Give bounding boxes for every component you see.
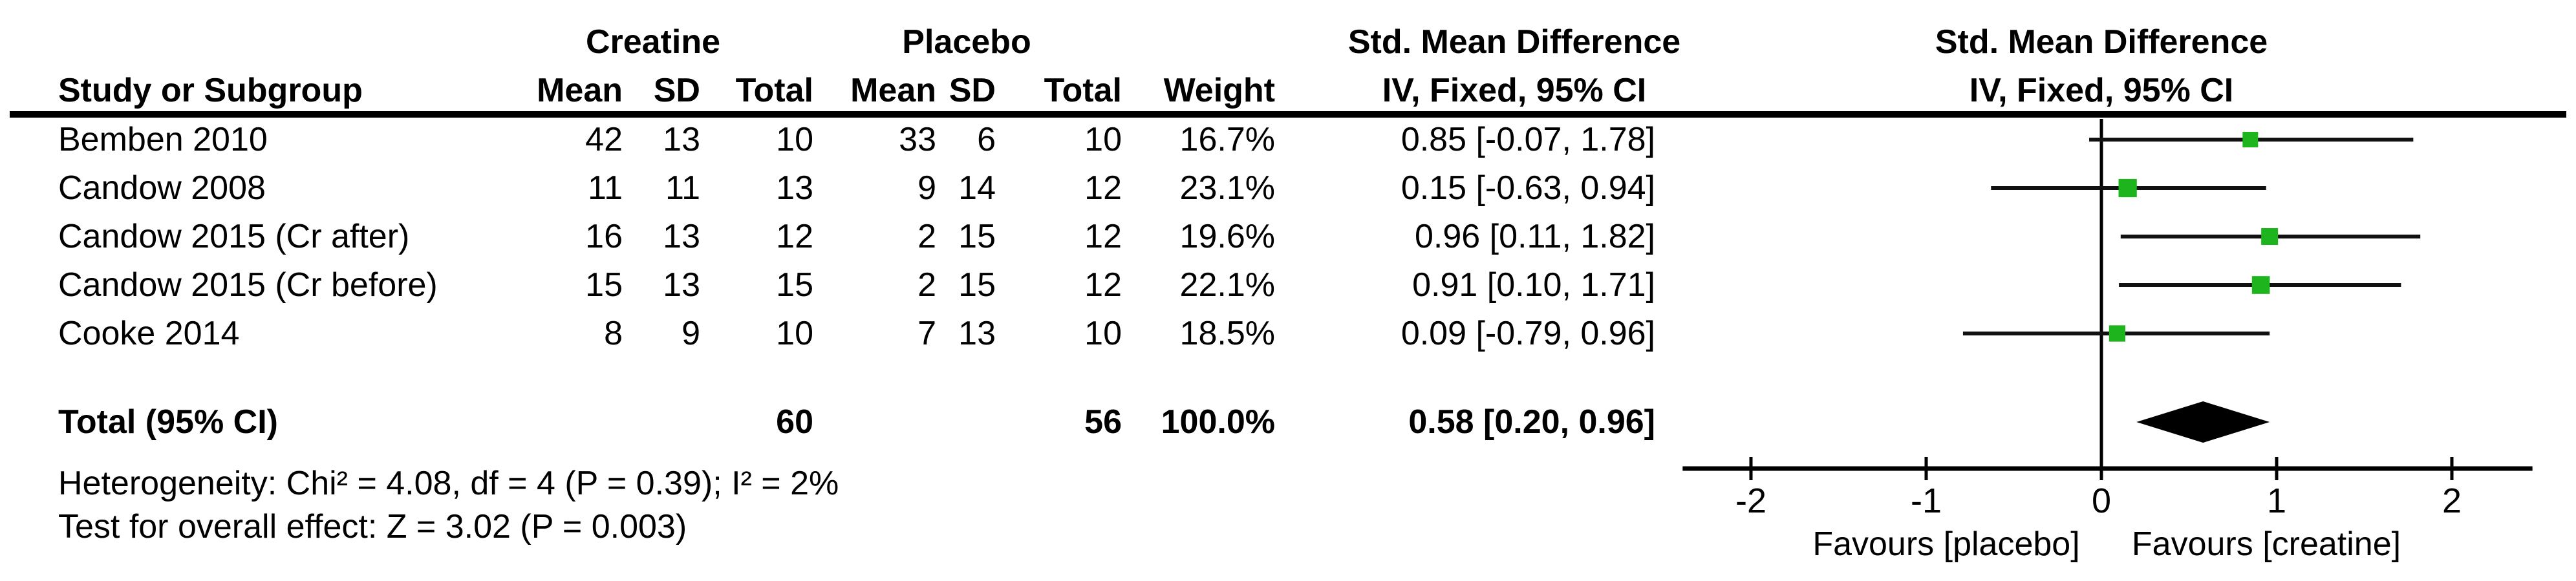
study-row-0-mean1: 42 xyxy=(585,121,623,158)
effect-marker-4 xyxy=(2109,325,2126,342)
x-axis-tick-label: 0 xyxy=(2092,481,2111,520)
study-row-3-mean1: 15 xyxy=(585,266,623,304)
column-header-mean2: Mean xyxy=(850,72,936,109)
total-row-ci: 0.58 [0.20, 0.96] xyxy=(1408,403,1655,441)
total-row-label: Total (95% CI) xyxy=(58,403,278,441)
column-header-ci-plot: IV, Fixed, 95% CI xyxy=(1969,72,2234,109)
study-row-1-total2: 12 xyxy=(1084,169,1122,207)
study-row-1-study: Candow 2008 xyxy=(58,169,266,207)
study-row-4-sd1: 9 xyxy=(682,315,700,352)
study-row-3-study: Candow 2015 (Cr before) xyxy=(58,266,438,304)
heterogeneity-stats: Heterogeneity: Chi² = 4.08, df = 4 (P = … xyxy=(58,465,839,502)
study-row-3-total2: 12 xyxy=(1084,266,1122,304)
total-row-total1: 60 xyxy=(776,403,813,441)
x-axis-tick-label: 1 xyxy=(2267,481,2286,520)
study-row-3-sd2: 15 xyxy=(958,266,996,304)
total-row-weight: 100.0% xyxy=(1161,403,1275,441)
study-row-0-sd1: 13 xyxy=(663,121,700,158)
x-axis-tick-label: -1 xyxy=(1911,481,1942,520)
column-header-sd1: SD xyxy=(653,72,700,109)
column-header-study: Study or Subgroup xyxy=(58,72,363,109)
study-row-0-mean2: 33 xyxy=(899,121,936,158)
study-row-4-total2: 10 xyxy=(1084,315,1122,352)
study-row-4-mean2: 7 xyxy=(918,315,936,352)
group-header-placebo: Placebo xyxy=(902,23,1031,61)
group-header-creatine: Creatine xyxy=(585,23,721,61)
study-row-3-ci: 0.91 [0.10, 1.71] xyxy=(1412,266,1655,304)
study-row-3-sd1: 13 xyxy=(663,266,700,304)
study-row-2-total2: 12 xyxy=(1084,218,1122,255)
x-axis-tick-label: -2 xyxy=(1735,481,1766,520)
study-row-1-mean2: 9 xyxy=(918,169,936,207)
total-diamond xyxy=(2136,401,2270,443)
study-row-2-weight: 19.6% xyxy=(1179,218,1275,255)
study-row-3-weight: 22.1% xyxy=(1179,266,1275,304)
column-header-ci-text: IV, Fixed, 95% CI xyxy=(1382,72,1647,109)
study-row-2-total1: 12 xyxy=(776,218,813,255)
effect-marker-1 xyxy=(2118,178,2137,198)
study-row-2-study: Candow 2015 (Cr after) xyxy=(58,218,410,255)
study-row-4-sd2: 13 xyxy=(958,315,996,352)
group-header-smd-plot: Std. Mean Difference xyxy=(1935,23,2268,61)
column-header-mean1: Mean xyxy=(537,72,623,109)
study-row-2-sd2: 15 xyxy=(958,218,996,255)
study-row-1-total1: 13 xyxy=(776,169,813,207)
study-row-3-mean2: 2 xyxy=(918,266,936,304)
study-row-1-sd2: 14 xyxy=(958,169,996,207)
study-row-0-total1: 10 xyxy=(776,121,813,158)
study-row-0-study: Bemben 2010 xyxy=(58,121,268,158)
study-row-4-total1: 10 xyxy=(776,315,813,352)
total-row-total2: 56 xyxy=(1084,403,1122,441)
study-row-1-sd1: 11 xyxy=(665,169,700,207)
study-row-2-mean1: 16 xyxy=(585,218,623,255)
overall-effect-test: Test for overall effect: Z = 3.02 (P = 0… xyxy=(58,508,687,545)
effect-marker-2 xyxy=(2261,228,2279,245)
x-axis-label-left: Favours [placebo] xyxy=(1812,525,2080,563)
study-row-3-total1: 15 xyxy=(776,266,813,304)
column-header-sd2: SD xyxy=(949,72,996,109)
x-axis-tick-label: 2 xyxy=(2442,481,2462,520)
column-header-total2: Total xyxy=(1044,72,1122,109)
study-row-1-ci: 0.15 [-0.63, 0.94] xyxy=(1401,169,1655,207)
effect-marker-3 xyxy=(2251,276,2270,294)
study-row-1-mean1: 11 xyxy=(588,169,623,207)
group-header-smd-text: Std. Mean Difference xyxy=(1347,23,1681,61)
study-row-0-total2: 10 xyxy=(1084,121,1122,158)
column-header-weight: Weight xyxy=(1163,72,1275,109)
study-row-4-ci: 0.09 [-0.79, 0.96] xyxy=(1401,315,1655,352)
study-row-2-ci: 0.96 [0.11, 1.82] xyxy=(1415,218,1655,255)
x-axis-label-right: Favours [creatine] xyxy=(2131,525,2401,563)
study-row-4-study: Cooke 2014 xyxy=(58,315,240,352)
study-row-1-weight: 23.1% xyxy=(1179,169,1275,207)
study-row-0-ci: 0.85 [-0.07, 1.78] xyxy=(1401,121,1655,158)
study-row-0-weight: 16.7% xyxy=(1179,121,1275,158)
study-row-4-weight: 18.5% xyxy=(1179,315,1275,352)
header-divider-line xyxy=(10,111,2566,118)
study-row-2-mean2: 2 xyxy=(918,218,936,255)
study-row-2-sd1: 13 xyxy=(663,218,700,255)
column-header-total1: Total xyxy=(735,72,813,109)
study-row-4-mean1: 8 xyxy=(604,315,623,352)
study-row-0-sd2: 6 xyxy=(977,121,996,158)
effect-marker-0 xyxy=(2242,132,2259,147)
